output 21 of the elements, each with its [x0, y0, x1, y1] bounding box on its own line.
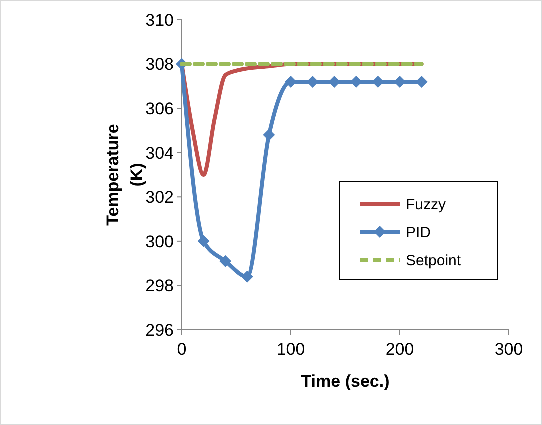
point	[241, 270, 254, 283]
y-tick-label: 304	[146, 144, 174, 163]
y-tick-label: 306	[146, 100, 174, 119]
y-tick-label: 296	[146, 320, 174, 340]
y-tick-label: 310	[146, 10, 174, 30]
x-tick-label: 300	[494, 340, 524, 359]
point	[198, 235, 210, 248]
x-axis-title: Time (sec.)	[301, 372, 390, 391]
x-tick-label: 200	[386, 340, 414, 359]
point	[263, 129, 276, 142]
legend-label: PID	[406, 224, 432, 242]
y-tick-label: 298	[146, 276, 174, 296]
x-tick-label: 0	[177, 340, 187, 359]
y-tick-label: 302	[146, 188, 174, 208]
legend-label: Setpoint	[406, 252, 462, 270]
y-tick-label: 308	[146, 55, 174, 74]
point	[220, 255, 232, 268]
y-tick-label: 300	[146, 232, 174, 252]
x-tick-label: 100	[276, 340, 306, 359]
legend-label: Fuzzy	[406, 196, 447, 214]
y-axis-title: Temperature (K)	[104, 124, 146, 226]
